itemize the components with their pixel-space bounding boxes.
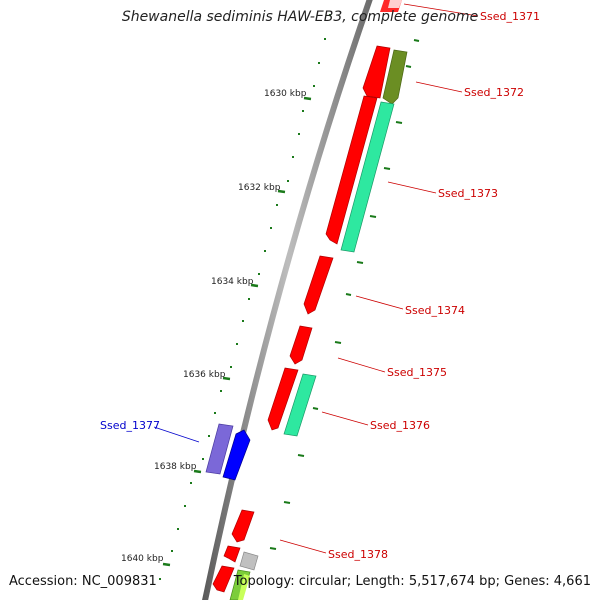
leader-lines <box>153 3 479 554</box>
gene-1377-purple[interactable] <box>205 423 234 475</box>
tick-label-1630: 1630 kbp <box>264 89 307 99</box>
gene-label-ssed-1374[interactable]: Ssed_1374 <box>405 304 465 317</box>
tick-label-1632: 1632 kbp <box>238 183 281 193</box>
gene-ssed-1378[interactable] <box>231 509 255 543</box>
gene-label-ssed-1373[interactable]: Ssed_1373 <box>438 187 498 200</box>
gene-label-ssed-1376[interactable]: Ssed_1376 <box>370 419 430 432</box>
gene-ssed-1373[interactable] <box>340 101 395 253</box>
gene-label-ssed-1372[interactable]: Ssed_1372 <box>464 86 524 99</box>
gene-ssed-1374[interactable] <box>303 255 334 315</box>
gene-ssed-1371[interactable] <box>380 0 402 12</box>
gene-1379-green[interactable] <box>229 569 251 600</box>
gene-ssed-1376[interactable] <box>283 373 317 437</box>
tick-marks <box>162 96 312 567</box>
gene-1376-red[interactable] <box>267 367 299 431</box>
genes-label: Genes: <box>504 574 550 589</box>
tick-label-1638: 1638 kbp <box>154 462 197 472</box>
gene-1378-small-red[interactable] <box>223 545 241 563</box>
gene-1372-red[interactable] <box>362 45 391 99</box>
length-label: Length: <box>355 574 405 589</box>
genome-stats: Topology: circular; Length: 5,517,674 bp… <box>233 574 591 589</box>
gene-ssed-1372[interactable] <box>382 49 408 105</box>
gene-label-ssed-1378[interactable]: Ssed_1378 <box>328 548 388 561</box>
topology-value: circular <box>298 574 347 589</box>
gene-ssed-1377[interactable] <box>222 429 251 481</box>
genes-value: 4,661 <box>553 574 591 589</box>
inner-dash-track <box>269 39 420 550</box>
map-title: Shewanella sediminis HAW-EB3, complete g… <box>121 9 479 25</box>
gene-label-ssed-1371[interactable]: Ssed_1371 <box>480 10 540 23</box>
tick-label-1636: 1636 kbp <box>183 370 226 380</box>
tick-label-1634: 1634 kbp <box>211 277 254 287</box>
length-value: 5,517,674 bp <box>408 574 496 589</box>
accession-value: NC_009831 <box>81 574 157 589</box>
accession-label: Accession: <box>9 574 78 589</box>
gene-1373-red[interactable] <box>325 95 378 245</box>
genome-backbone <box>202 0 373 600</box>
gene-label-ssed-1375[interactable]: Ssed_1375 <box>387 366 447 379</box>
topology-label: Topology: <box>233 574 295 589</box>
accession-info: Accession: NC_009831 <box>9 574 157 589</box>
gene-1378-grey[interactable] <box>239 551 259 571</box>
gene-ssed-1375[interactable] <box>289 325 313 365</box>
tick-label-1640: 1640 kbp <box>121 554 164 564</box>
outer-dot-track <box>159 14 331 580</box>
gene-1379-red[interactable] <box>212 565 235 593</box>
gene-label-ssed-1377[interactable]: Ssed_1377 <box>100 419 160 432</box>
